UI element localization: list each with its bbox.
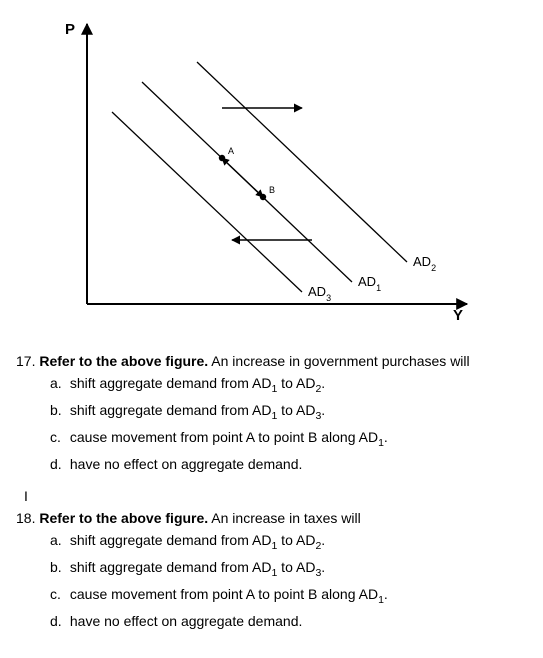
question-1: 17. Refer to the above figure. An increa… bbox=[16, 353, 531, 474]
question-lead: Refer to the above figure. bbox=[39, 510, 208, 526]
option-text: have no effect on aggregate demand. bbox=[70, 613, 302, 629]
svg-text:AD1: AD1 bbox=[358, 274, 381, 293]
questions-block: 17. Refer to the above figure. An increa… bbox=[12, 353, 531, 632]
option-text: cause movement from point A to point B a… bbox=[70, 586, 388, 602]
svg-text:B: B bbox=[269, 185, 275, 195]
question-stem: 18. Refer to the above figure. An increa… bbox=[16, 510, 531, 526]
option-a: a. shift aggregate demand from AD1 to AD… bbox=[50, 373, 531, 397]
option-text: cause movement from point A to point B a… bbox=[70, 429, 388, 445]
option-letter: a. bbox=[50, 373, 66, 393]
option-letter: a. bbox=[50, 530, 66, 550]
option-text: shift aggregate demand from AD1 to AD3. bbox=[70, 402, 325, 418]
option-c: c. cause movement from point A to point … bbox=[50, 427, 531, 451]
question-lead: Refer to the above figure. bbox=[39, 353, 208, 369]
svg-text:P: P bbox=[65, 21, 75, 38]
option-letter: c. bbox=[50, 427, 66, 447]
option-d: d. have no effect on aggregate demand. bbox=[50, 454, 531, 474]
option-d: d. have no effect on aggregate demand. bbox=[50, 611, 531, 631]
svg-text:AD2: AD2 bbox=[413, 254, 436, 273]
ad-chart: P Y AD3 AD1 AD2 A B bbox=[52, 12, 492, 325]
option-b: b. shift aggregate demand from AD1 to AD… bbox=[50, 400, 531, 424]
option-text: shift aggregate demand from AD1 to AD3. bbox=[70, 559, 325, 575]
options: a. shift aggregate demand from AD1 to AD… bbox=[16, 373, 531, 474]
question-stem: 17. Refer to the above figure. An increa… bbox=[16, 353, 531, 369]
option-letter: d. bbox=[50, 611, 66, 631]
option-b: b. shift aggregate demand from AD1 to AD… bbox=[50, 557, 531, 581]
option-text: have no effect on aggregate demand. bbox=[70, 456, 302, 472]
option-text: shift aggregate demand from AD1 to AD2. bbox=[70, 532, 325, 548]
option-a: a. shift aggregate demand from AD1 to AD… bbox=[50, 530, 531, 554]
question-2: 18. Refer to the above figure. An increa… bbox=[16, 510, 531, 631]
svg-text:A: A bbox=[228, 146, 234, 156]
option-letter: c. bbox=[50, 584, 66, 604]
options: a. shift aggregate demand from AD1 to AD… bbox=[16, 530, 531, 631]
question-number: 18. bbox=[16, 510, 35, 526]
svg-text:Y: Y bbox=[452, 307, 462, 322]
option-c: c. cause movement from point A to point … bbox=[50, 584, 531, 608]
option-text: shift aggregate demand from AD1 to AD2. bbox=[70, 375, 325, 391]
option-letter: d. bbox=[50, 454, 66, 474]
question-rest: An increase in taxes will bbox=[208, 510, 361, 526]
option-letter: b. bbox=[50, 400, 66, 420]
chart-svg: P Y AD3 AD1 AD2 A B bbox=[52, 12, 492, 322]
question-rest: An increase in government purchases will bbox=[208, 353, 469, 369]
question-number: 17. bbox=[16, 353, 35, 369]
text-cursor-mark: I bbox=[16, 488, 531, 504]
option-letter: b. bbox=[50, 557, 66, 577]
svg-text:AD3: AD3 bbox=[308, 284, 331, 303]
